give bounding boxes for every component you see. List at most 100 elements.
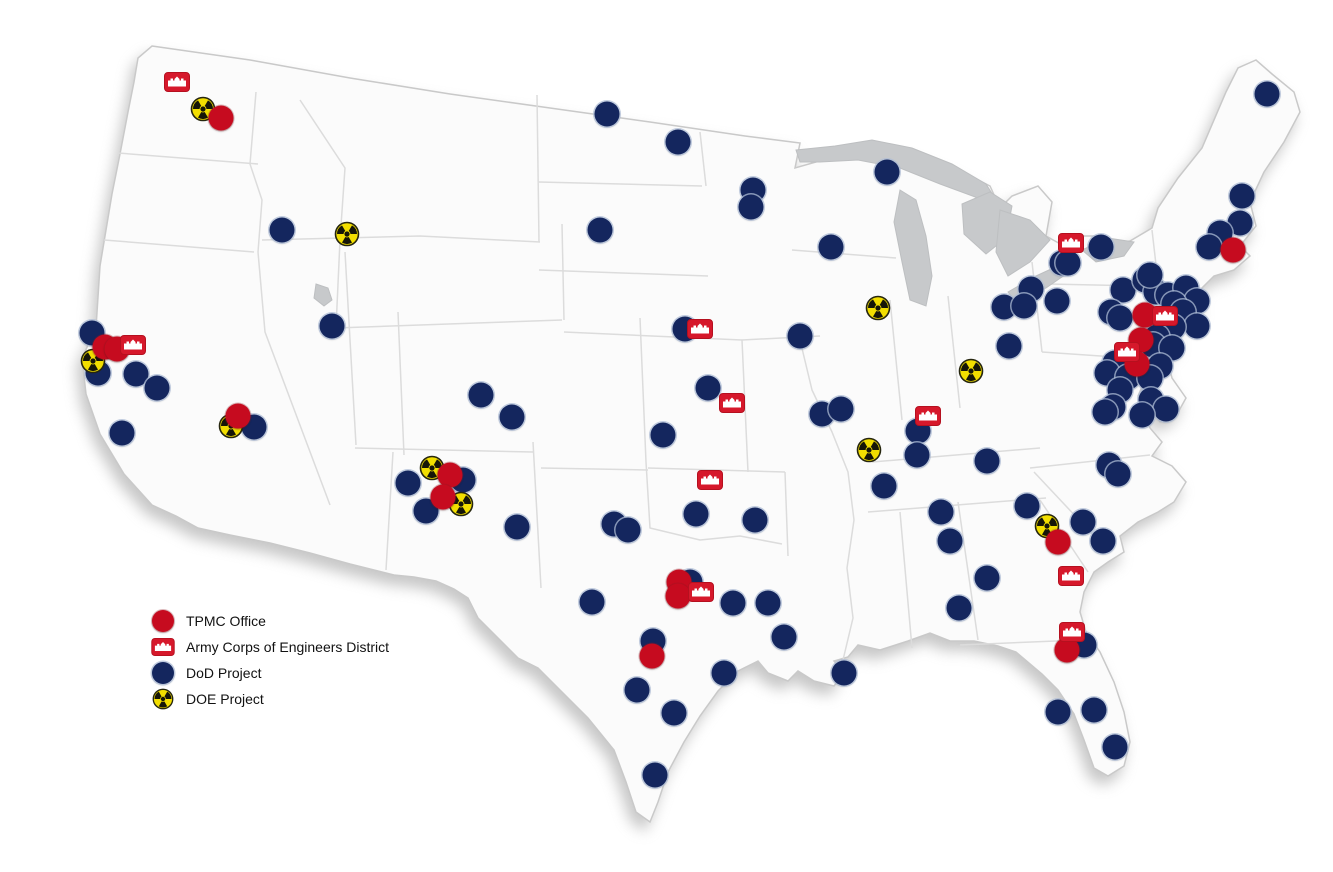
marker-usace-district <box>687 319 713 339</box>
marker-dod-project <box>468 382 494 408</box>
marker-dod-project <box>946 595 972 621</box>
marker-dod-project <box>109 420 135 446</box>
legend-row-tpmc: TPMC Office <box>148 608 389 634</box>
legend-label-doe: DOE Project <box>186 691 264 707</box>
marker-dod-project <box>1011 293 1037 319</box>
legend: TPMC Office Army Corps of Engineers Dist… <box>148 608 389 712</box>
marker-dod-project <box>1110 277 1136 303</box>
marker-dod-project <box>1014 493 1040 519</box>
marker-doe-project <box>856 437 882 463</box>
marker-tpmc-office <box>225 403 251 429</box>
marker-dod-project <box>1044 288 1070 314</box>
legend-row-dod: DoD Project <box>148 660 389 686</box>
marker-dod-project <box>587 217 613 243</box>
marker-dod-project <box>1102 734 1128 760</box>
marker-dod-project <box>742 507 768 533</box>
marker-tpmc-office <box>665 583 691 609</box>
marker-usace-district <box>164 72 190 92</box>
marker-dod-project <box>937 528 963 554</box>
marker-dod-project <box>1137 262 1163 288</box>
marker-dod-project <box>695 375 721 401</box>
marker-dod-project <box>1092 399 1118 425</box>
legend-label-tpmc: TPMC Office <box>186 613 266 629</box>
marker-dod-project <box>818 234 844 260</box>
marker-dod-project <box>1153 396 1179 422</box>
marker-dod-project <box>996 333 1022 359</box>
marker-dod-project <box>974 565 1000 591</box>
marker-dod-project <box>974 448 1000 474</box>
marker-dod-project <box>650 422 676 448</box>
marker-dod-project <box>395 470 421 496</box>
marker-dod-project <box>928 499 954 525</box>
marker-dod-project <box>1129 402 1155 428</box>
marker-dod-project <box>665 129 691 155</box>
marker-dod-project <box>642 762 668 788</box>
doe-radiation-icon <box>148 688 178 710</box>
marker-dod-project <box>828 396 854 422</box>
great-salt-lake <box>313 283 333 307</box>
marker-tpmc-office <box>639 643 665 669</box>
marker-usace-district <box>120 335 146 355</box>
marker-dod-project <box>579 589 605 615</box>
marker-tpmc-office <box>1220 237 1246 263</box>
marker-dod-project <box>504 514 530 540</box>
marker-dod-project <box>755 590 781 616</box>
legend-row-doe: DOE Project <box>148 686 389 712</box>
legend-label-dod: DoD Project <box>186 665 262 681</box>
marker-dod-project <box>1081 697 1107 723</box>
marker-tpmc-office <box>430 484 456 510</box>
marker-doe-project <box>334 221 360 247</box>
marker-tpmc-office <box>1045 529 1071 555</box>
marker-doe-project <box>865 295 891 321</box>
marker-doe-project <box>958 358 984 384</box>
marker-dod-project <box>711 660 737 686</box>
marker-usace-district <box>1114 342 1140 362</box>
marker-dod-project <box>683 501 709 527</box>
marker-usace-district <box>915 406 941 426</box>
marker-usace-district <box>1152 306 1178 326</box>
marker-dod-project <box>269 217 295 243</box>
marker-dod-project <box>1107 305 1133 331</box>
marker-usace-district <box>1058 566 1084 586</box>
marker-dod-project <box>1088 234 1114 260</box>
marker-dod-project <box>1229 183 1255 209</box>
marker-dod-project <box>871 473 897 499</box>
marker-tpmc-office <box>208 105 234 131</box>
legend-row-usace: Army Corps of Engineers District <box>148 634 389 660</box>
marker-dod-project <box>1254 81 1280 107</box>
marker-dod-project <box>771 624 797 650</box>
marker-usace-district <box>1059 622 1085 642</box>
marker-dod-project <box>1045 699 1071 725</box>
marker-dod-project <box>1070 509 1096 535</box>
marker-usace-district <box>1058 233 1084 253</box>
marker-usace-district <box>719 393 745 413</box>
marker-dod-project <box>661 700 687 726</box>
marker-dod-project <box>1090 528 1116 554</box>
usace-castle-icon <box>148 638 178 656</box>
tpmc-office-icon <box>148 610 178 632</box>
marker-dod-project <box>615 517 641 543</box>
legend-label-usace: Army Corps of Engineers District <box>186 639 390 655</box>
marker-dod-project <box>831 660 857 686</box>
marker-dod-project <box>738 194 764 220</box>
marker-dod-project <box>787 323 813 349</box>
ontario-peninsula <box>995 209 1051 277</box>
marker-dod-project <box>594 101 620 127</box>
marker-dod-project <box>1184 313 1210 339</box>
marker-dod-project <box>720 590 746 616</box>
marker-dod-project <box>499 404 525 430</box>
marker-dod-project <box>624 677 650 703</box>
marker-usace-district <box>688 582 714 602</box>
marker-usace-district <box>697 470 723 490</box>
lake-michigan <box>893 189 933 307</box>
marker-dod-project <box>1105 461 1131 487</box>
marker-dod-project <box>319 313 345 339</box>
marker-dod-project <box>874 159 900 185</box>
marker-dod-project <box>1055 250 1081 276</box>
marker-dod-project <box>1196 234 1222 260</box>
marker-dod-project <box>123 361 149 387</box>
marker-tpmc-office <box>437 462 463 488</box>
